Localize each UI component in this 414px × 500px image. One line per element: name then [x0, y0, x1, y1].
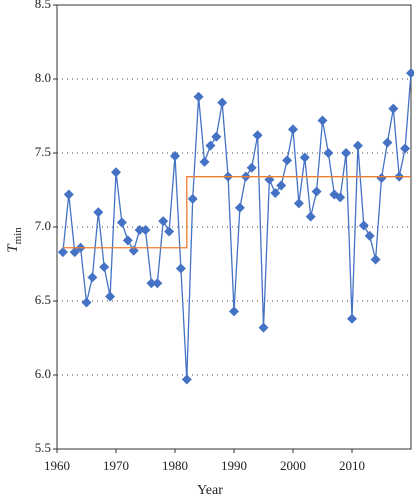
x-tick-label: 1970 — [103, 458, 129, 473]
data-point — [152, 278, 163, 289]
data-point — [270, 187, 281, 198]
data-point — [364, 230, 375, 241]
y-tick-label: 8.0 — [35, 70, 51, 85]
y-axis-label: Tmin — [5, 227, 23, 253]
data-point — [317, 115, 328, 126]
data-point — [234, 202, 245, 213]
data-point — [134, 224, 145, 235]
data-point — [258, 322, 269, 333]
y-tick-label: 7.5 — [35, 144, 51, 159]
x-axis-label: Year — [197, 483, 223, 498]
x-tick-label: 1960 — [44, 458, 70, 473]
data-point — [69, 247, 80, 258]
data-point — [358, 220, 369, 231]
data-point — [388, 103, 399, 114]
data-point — [323, 148, 334, 158]
data-point — [122, 235, 133, 246]
x-tick-label: 2000 — [280, 458, 306, 473]
data-point — [400, 143, 411, 154]
data-point — [199, 156, 210, 167]
y-tick-label: 6.5 — [35, 292, 51, 307]
data-point — [193, 91, 204, 102]
data-point — [175, 263, 186, 274]
data-point — [229, 306, 239, 317]
data-point — [282, 155, 293, 166]
data-point — [376, 173, 387, 184]
data-point — [181, 374, 192, 385]
data-point — [164, 226, 175, 237]
data-point — [347, 313, 357, 324]
data-point — [211, 131, 222, 142]
data-point — [63, 189, 74, 200]
data-point — [158, 216, 169, 227]
data-point — [352, 140, 363, 151]
data-point — [99, 261, 110, 272]
data-point — [276, 180, 287, 191]
y-tick-label: 8.5 — [35, 0, 51, 11]
y-tick-label: 5.5 — [35, 440, 51, 455]
x-tick-label: 1990 — [221, 458, 247, 473]
data-point — [382, 137, 393, 148]
data-point — [205, 140, 216, 151]
data-point — [252, 130, 263, 141]
data-point — [288, 124, 298, 135]
data-point — [170, 150, 180, 161]
data-point — [57, 247, 68, 258]
y-axis-label-main: T — [5, 243, 21, 253]
x-tick-label: 2010 — [339, 458, 365, 473]
data-point — [116, 217, 127, 228]
data-point — [406, 68, 414, 79]
series-line — [62, 73, 412, 380]
data-point — [305, 211, 316, 222]
data-point — [93, 207, 104, 218]
data-point — [140, 224, 151, 235]
y-tick-label: 7.0 — [35, 218, 51, 233]
data-point — [146, 278, 157, 289]
data-point — [187, 193, 198, 204]
y-tick-label: 6.0 — [35, 366, 51, 381]
data-point — [111, 167, 121, 178]
plot-frame — [56, 4, 412, 450]
series-line — [62, 176, 411, 249]
y-axis-label-sub: min — [12, 227, 24, 245]
data-point — [87, 272, 98, 283]
data-point — [246, 162, 257, 173]
data-point — [335, 192, 346, 203]
data-point — [299, 152, 310, 163]
data-point — [81, 297, 92, 308]
data-point — [293, 198, 304, 209]
data-point — [370, 254, 381, 265]
data-point — [105, 291, 116, 302]
data-point — [217, 97, 228, 108]
data-point — [311, 186, 322, 197]
data-point — [341, 148, 352, 158]
x-tick-label: 1980 — [162, 458, 188, 473]
